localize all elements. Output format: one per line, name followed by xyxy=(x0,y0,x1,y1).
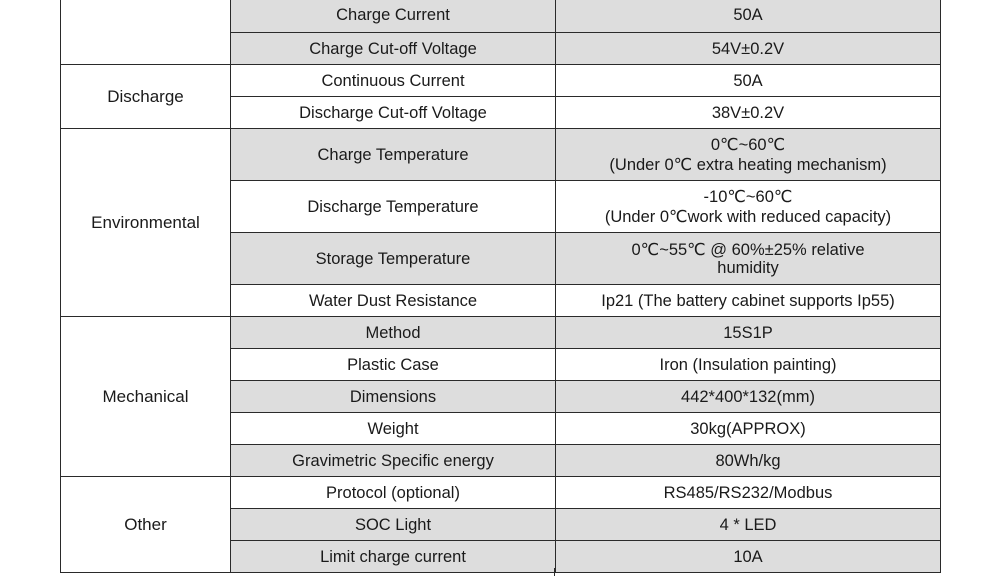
value-line: 0℃~55℃ @ 60%±25% relative xyxy=(631,240,865,259)
value-line: humidity xyxy=(717,258,779,277)
table-row: Water Dust Resistance Ip21 (The battery … xyxy=(61,284,941,317)
value-cell: 10A xyxy=(555,540,941,573)
param-cell: SOC Light xyxy=(230,508,556,541)
table-row: Storage Temperature 0℃~55℃ @ 60%±25% rel… xyxy=(61,232,941,285)
value-cell: 0℃~60℃ (Under 0℃ extra heating mechanism… xyxy=(555,128,941,181)
param-cell: Discharge Cut-off Voltage xyxy=(230,96,556,129)
param-cell: Weight xyxy=(230,412,556,445)
value-cell: RS485/RS232/Modbus xyxy=(555,476,941,509)
value-cell: 38V±0.2V xyxy=(555,96,941,129)
table-row: Gravimetric Specific energy 80Wh/kg xyxy=(61,444,941,477)
param-cell: Water Dust Resistance xyxy=(230,284,556,317)
param-cell: Charge Current xyxy=(230,0,556,33)
value-cell: 80Wh/kg xyxy=(555,444,941,477)
table-row: Charge Current 50A xyxy=(60,0,941,65)
table-row: Other Protocol (optional) RS485/RS232/Mo… xyxy=(60,476,941,573)
category-cell-discharge: Discharge xyxy=(60,64,231,129)
table-row: Charge Cut-off Voltage 54V±0.2V xyxy=(61,32,941,65)
value-cell: 30kg(APPROX) xyxy=(555,412,941,445)
param-cell: Limit charge current xyxy=(230,540,556,573)
value-line: -10℃~60℃ xyxy=(703,187,793,206)
param-cell: Protocol (optional) xyxy=(230,476,556,509)
value-cell: Ip21 (The battery cabinet supports Ip55) xyxy=(555,284,941,317)
table-row: Discharge Continuous Current 50A xyxy=(60,64,941,129)
category-cell-environmental: Environmental xyxy=(60,128,231,317)
value-cell: Iron (Insulation painting) xyxy=(555,348,941,381)
value-line: (Under 0℃work with reduced capacity) xyxy=(604,207,892,226)
category-cell-mechanical: Mechanical xyxy=(60,316,231,477)
value-cell: 15S1P xyxy=(555,316,941,349)
value-cell: -10℃~60℃ (Under 0℃work with reduced capa… xyxy=(555,180,941,233)
param-cell: Plastic Case xyxy=(230,348,556,381)
table-row: Discharge Temperature -10℃~60℃ (Under 0℃… xyxy=(61,180,941,233)
param-cell: Charge Temperature xyxy=(230,128,556,181)
param-cell: Storage Temperature xyxy=(230,232,556,285)
value-cell: 54V±0.2V xyxy=(555,32,941,65)
table-row: Plastic Case Iron (Insulation painting) xyxy=(61,348,941,381)
table-row: Limit charge current 10A xyxy=(61,540,941,573)
value-cell: 4 * LED xyxy=(555,508,941,541)
value-cell: 50A xyxy=(555,0,941,33)
table-row: Mechanical Method 15S1P xyxy=(60,316,941,477)
table-row: Discharge Cut-off Voltage 38V±0.2V xyxy=(61,96,941,129)
value-line: 0℃~60℃ xyxy=(710,135,786,154)
spec-table: Charge Current 50A Charge Cut-off Voltag… xyxy=(60,0,941,573)
category-cell-other: Other xyxy=(60,476,231,573)
column-divider-continuation xyxy=(554,568,555,576)
param-cell: Discharge Temperature xyxy=(230,180,556,233)
param-cell: Continuous Current xyxy=(230,64,556,97)
value-cell: 442*400*132(mm) xyxy=(555,380,941,413)
value-cell: 0℃~55℃ @ 60%±25% relative humidity xyxy=(555,232,941,285)
param-cell: Charge Cut-off Voltage xyxy=(230,32,556,65)
table-row: Dimensions 442*400*132(mm) xyxy=(61,380,941,413)
param-cell: Method xyxy=(230,316,556,349)
category-cell-charge xyxy=(60,0,231,65)
param-cell: Dimensions xyxy=(230,380,556,413)
value-cell: 50A xyxy=(555,64,941,97)
param-cell: Gravimetric Specific energy xyxy=(230,444,556,477)
table-row: Environmental Charge Temperature 0℃~60℃ … xyxy=(60,128,941,317)
value-line: (Under 0℃ extra heating mechanism) xyxy=(609,155,887,174)
